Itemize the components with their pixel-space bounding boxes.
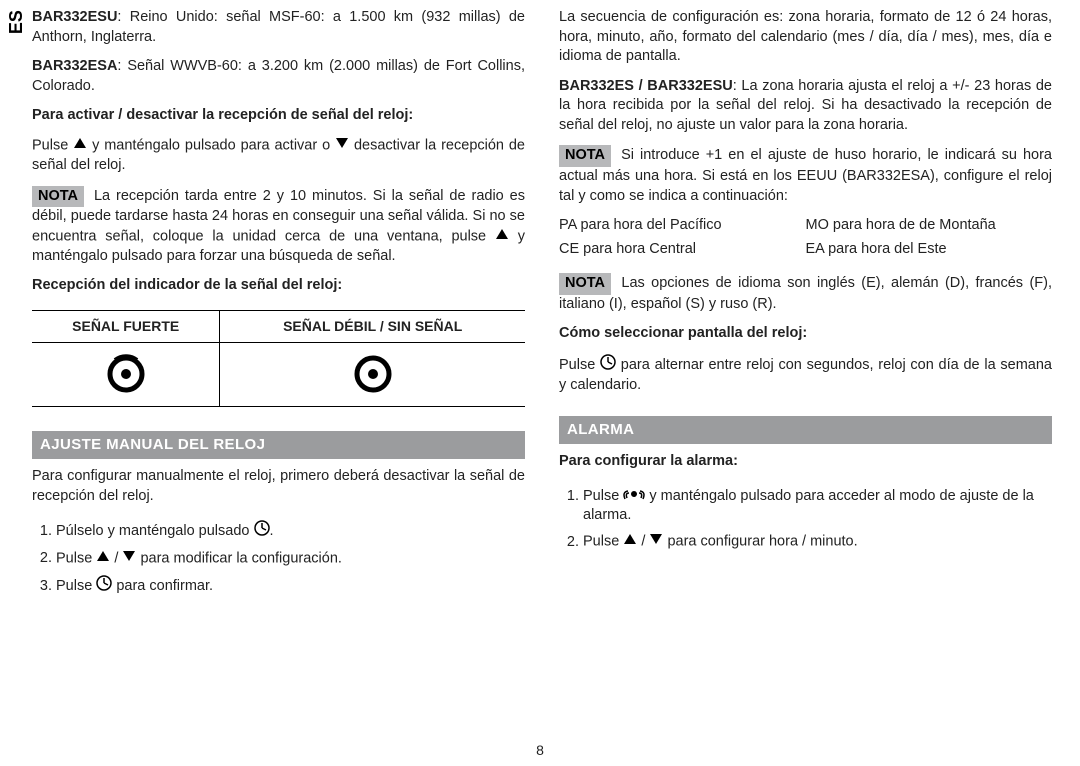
left-column: BAR332ESU: Reino Unido: señal MSF-60: a … bbox=[32, 8, 525, 758]
language-code: ES bbox=[4, 10, 28, 34]
step-2: Pulse / para modificar la configuración. bbox=[56, 549, 525, 569]
alarm-config-heading: Para configurar la alarma: bbox=[559, 452, 1052, 472]
activate-heading: Para activar / desactivar la recepción d… bbox=[32, 106, 525, 126]
manual-clock-steps: Púlselo y manténgalo pulsado . Pulse / p… bbox=[32, 520, 525, 603]
alarm-step-1: Pulse y manténgalo pulsado para acceder … bbox=[583, 486, 1052, 526]
down-triangle-icon bbox=[122, 549, 136, 569]
step-1: Púlselo y manténgalo pulsado . bbox=[56, 520, 525, 543]
tz-central: CE para hora Central bbox=[559, 240, 806, 260]
alarm-icon bbox=[623, 486, 645, 507]
up-triangle-icon bbox=[623, 532, 637, 552]
signal-strong-icon bbox=[103, 351, 149, 397]
nota-label: NOTA bbox=[32, 186, 84, 208]
signal-indicator-heading: Recepción del indicador de la señal del … bbox=[32, 276, 525, 296]
up-triangle-icon bbox=[96, 549, 110, 569]
nota-timezone: NOTA Si introduce +1 en el ajuste de hus… bbox=[559, 145, 1052, 206]
config-sequence-paragraph: La secuencia de configuración es: zona h… bbox=[559, 8, 1052, 67]
content-columns: BAR332ESU: Reino Unido: señal MSF-60: a … bbox=[32, 0, 1080, 766]
page-number: 8 bbox=[536, 741, 544, 760]
signal-weak-icon-cell bbox=[220, 342, 525, 406]
up-triangle-icon bbox=[495, 227, 509, 247]
clock-icon bbox=[600, 354, 616, 377]
signal-weak-header: SEÑAL DÉBIL / SIN SEÑAL bbox=[220, 310, 525, 342]
nota-label: NOTA bbox=[559, 145, 611, 167]
tz-mountain: MO para hora de de Montaña bbox=[806, 216, 1053, 236]
language-side-tab: ES bbox=[0, 0, 32, 766]
signal-table: SEÑAL FUERTE SEÑAL DÉBIL / SIN SEÑAL bbox=[32, 310, 525, 407]
up-triangle-icon bbox=[73, 136, 87, 156]
alarm-section-title: ALARMA bbox=[559, 416, 1052, 444]
activate-paragraph: Pulse y manténgalo pulsado para activar … bbox=[32, 136, 525, 176]
manual-clock-intro: Para configurar manualmente el reloj, pr… bbox=[32, 467, 525, 506]
timezone-paragraph: BAR332ES / BAR332ESU: La zona horaria aj… bbox=[559, 77, 1052, 136]
alarm-steps: Pulse y manténgalo pulsado para acceder … bbox=[559, 486, 1052, 558]
model-esa-paragraph: BAR332ESA: Señal WWVB-60: a 3.200 km (2.… bbox=[32, 57, 525, 96]
nota-reception: NOTA La recepción tarda entre 2 y 10 min… bbox=[32, 186, 525, 267]
clock-icon bbox=[96, 575, 112, 598]
down-triangle-icon bbox=[649, 532, 663, 552]
nota-language: NOTA Las opciones de idioma son inglés (… bbox=[559, 273, 1052, 314]
timezone-table: PA para hora del Pacífico MO para hora d… bbox=[559, 216, 1052, 263]
clock-icon bbox=[254, 520, 270, 543]
clock-display-paragraph: Pulse para alternar entre reloj con segu… bbox=[559, 354, 1052, 396]
down-triangle-icon bbox=[335, 136, 349, 156]
tz-east: EA para hora del Este bbox=[806, 240, 1053, 260]
signal-strong-header: SEÑAL FUERTE bbox=[32, 310, 220, 342]
clock-display-heading: Cómo seleccionar pantalla del reloj: bbox=[559, 324, 1052, 344]
alarm-step-2: Pulse / para configurar hora / minuto. bbox=[583, 532, 1052, 552]
tz-pacific: PA para hora del Pacífico bbox=[559, 216, 806, 236]
manual-clock-section-title: AJUSTE MANUAL DEL RELOJ bbox=[32, 431, 525, 459]
right-column: La secuencia de configuración es: zona h… bbox=[559, 8, 1052, 758]
signal-weak-icon bbox=[350, 351, 396, 397]
model-esu-paragraph: BAR332ESU: Reino Unido: señal MSF-60: a … bbox=[32, 8, 525, 47]
signal-strong-icon-cell bbox=[32, 342, 220, 406]
step-3: Pulse para confirmar. bbox=[56, 575, 525, 598]
nota-label: NOTA bbox=[559, 273, 611, 295]
